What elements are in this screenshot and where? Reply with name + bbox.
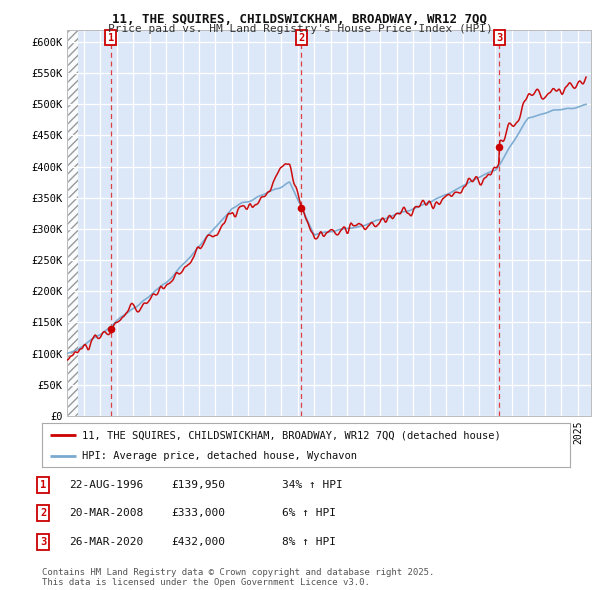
Text: 2: 2 — [40, 509, 46, 518]
Text: 22-AUG-1996: 22-AUG-1996 — [69, 480, 143, 490]
Text: 26-MAR-2020: 26-MAR-2020 — [69, 537, 143, 546]
Text: 20-MAR-2008: 20-MAR-2008 — [69, 509, 143, 518]
Text: 3: 3 — [40, 537, 46, 546]
Text: 3: 3 — [496, 32, 502, 42]
Text: 8% ↑ HPI: 8% ↑ HPI — [282, 537, 336, 546]
Text: 11, THE SQUIRES, CHILDSWICKHAM, BROADWAY, WR12 7QQ: 11, THE SQUIRES, CHILDSWICKHAM, BROADWAY… — [113, 13, 487, 26]
Text: £432,000: £432,000 — [171, 537, 225, 546]
Text: 11, THE SQUIRES, CHILDSWICKHAM, BROADWAY, WR12 7QQ (detached house): 11, THE SQUIRES, CHILDSWICKHAM, BROADWAY… — [82, 431, 500, 440]
Text: Price paid vs. HM Land Registry's House Price Index (HPI): Price paid vs. HM Land Registry's House … — [107, 24, 493, 34]
Text: 6% ↑ HPI: 6% ↑ HPI — [282, 509, 336, 518]
Text: 2: 2 — [298, 32, 305, 42]
Text: 1: 1 — [107, 32, 114, 42]
Text: 1: 1 — [40, 480, 46, 490]
Text: £333,000: £333,000 — [171, 509, 225, 518]
Text: HPI: Average price, detached house, Wychavon: HPI: Average price, detached house, Wych… — [82, 451, 356, 461]
Text: £139,950: £139,950 — [171, 480, 225, 490]
Bar — [67, 30, 78, 416]
Text: Contains HM Land Registry data © Crown copyright and database right 2025.
This d: Contains HM Land Registry data © Crown c… — [42, 568, 434, 587]
Text: 34% ↑ HPI: 34% ↑ HPI — [282, 480, 343, 490]
